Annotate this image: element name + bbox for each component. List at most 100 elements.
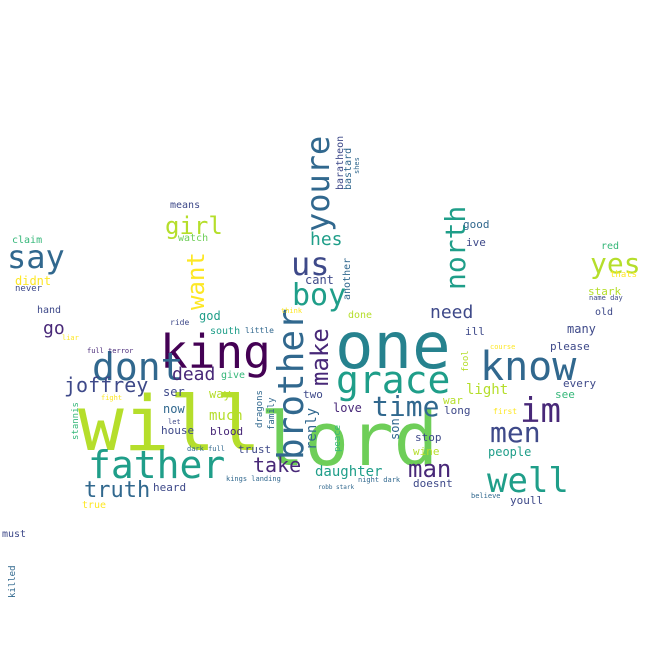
word-ive: ive	[466, 236, 486, 249]
word-wine: wine	[413, 445, 440, 458]
word-dragons: dragons	[255, 390, 265, 428]
word-blood: blood	[210, 425, 243, 438]
word-believe: believe	[471, 492, 501, 500]
word-heard: heard	[153, 481, 186, 494]
word-ill: ill	[465, 325, 485, 338]
word-never: never	[15, 284, 43, 294]
word-take: take	[253, 453, 301, 477]
word-im: im	[520, 391, 561, 431]
word-will: will	[78, 379, 261, 468]
word-love: love	[333, 401, 362, 415]
word-north: north	[439, 206, 472, 290]
word-time: time	[372, 390, 439, 423]
word-one: one	[335, 310, 451, 384]
word-liar: liar	[62, 334, 79, 342]
word-way: way	[209, 387, 231, 401]
word-much: much	[209, 408, 243, 424]
word-bastard: bastard	[343, 148, 354, 190]
word-baratheon: baratheon	[335, 136, 346, 190]
word-yes: yes	[590, 247, 641, 280]
word-boy: boy	[292, 278, 346, 313]
word-hand: hand	[37, 305, 61, 316]
word-south: south	[210, 326, 240, 337]
word-daughter: daughter	[315, 464, 382, 480]
word-must: must	[2, 529, 26, 540]
word-watch: watch	[178, 233, 208, 244]
word-house: house	[161, 424, 194, 437]
word-thats: thats	[610, 270, 637, 280]
word-doesnt: doesnt	[413, 477, 453, 490]
word-need: need	[430, 302, 473, 323]
word-man: man	[408, 455, 451, 483]
word-little: little	[245, 326, 274, 335]
word-god: god	[199, 309, 221, 323]
word-family: family	[267, 397, 277, 430]
word-stannis: stannis	[71, 402, 81, 440]
word-old: old	[595, 307, 613, 318]
word-long: long	[444, 404, 471, 417]
word-king: king	[160, 325, 271, 379]
word-son: son	[388, 418, 402, 440]
word-give: give	[221, 370, 245, 381]
word-us: us	[291, 245, 330, 283]
word-good: good	[463, 218, 490, 231]
word-claim: claim	[12, 235, 42, 246]
word-think: think	[281, 307, 303, 315]
word-night-dark: night dark	[358, 476, 401, 484]
word-know: know	[480, 344, 577, 390]
word-peace: peace	[333, 425, 343, 452]
word-war: war	[443, 394, 463, 407]
word-dead: dead	[172, 364, 215, 385]
word-youll: youll	[510, 494, 543, 507]
word-see: see	[555, 388, 575, 401]
word-fool: fool	[461, 350, 471, 372]
word-true: true	[82, 500, 106, 511]
word-two: two	[303, 388, 323, 401]
word-let: let	[168, 418, 181, 426]
word-done: done	[348, 310, 372, 321]
word-ride: ride	[170, 318, 189, 327]
word-first: first	[493, 407, 517, 416]
word-stark: stark	[588, 285, 621, 298]
word-make: make	[306, 328, 334, 386]
word-means: means	[170, 200, 200, 211]
word-another: another	[342, 258, 353, 300]
word-youre: youre	[299, 136, 337, 232]
word-girl: girl	[165, 212, 223, 240]
word-didnt: didnt	[15, 274, 51, 288]
word-cant: cant	[305, 273, 334, 287]
word-joffrey: joffrey	[64, 373, 148, 397]
word-full-terror: full terror	[87, 347, 133, 355]
word-kings-landing: kings landing	[226, 475, 281, 483]
word-brother: brother	[271, 308, 312, 460]
word-hes: hes	[310, 229, 343, 250]
word-course: course	[490, 343, 515, 351]
word-lord: lord	[260, 397, 438, 483]
word-robb-stark: robb stark	[318, 484, 355, 491]
word-father: father	[88, 443, 225, 487]
word-go: go	[43, 318, 65, 339]
word-truth: truth	[84, 478, 150, 503]
word-please: please	[550, 340, 590, 353]
word-every: every	[563, 377, 596, 390]
word-well: well	[487, 461, 569, 501]
word-dark-full: dark full	[187, 445, 225, 453]
word-ser: ser	[163, 385, 185, 399]
word-fight: fight	[101, 394, 122, 402]
word-name-day: name day	[589, 294, 623, 302]
word-light: light	[466, 382, 508, 398]
word-trust: trust	[238, 443, 271, 456]
word-dont: dont	[92, 345, 184, 389]
word-say: say	[7, 238, 65, 276]
word-stop: stop	[415, 431, 442, 444]
word-grace: grace	[336, 358, 450, 402]
word-killed: killed	[8, 565, 18, 598]
word-renly: renly	[304, 408, 320, 450]
word-people: people	[488, 445, 531, 459]
word-now: now	[163, 402, 185, 416]
word-many: many	[567, 322, 596, 336]
word-men: men	[490, 416, 541, 449]
word-want: want	[182, 252, 210, 310]
word-red: red	[601, 241, 619, 252]
